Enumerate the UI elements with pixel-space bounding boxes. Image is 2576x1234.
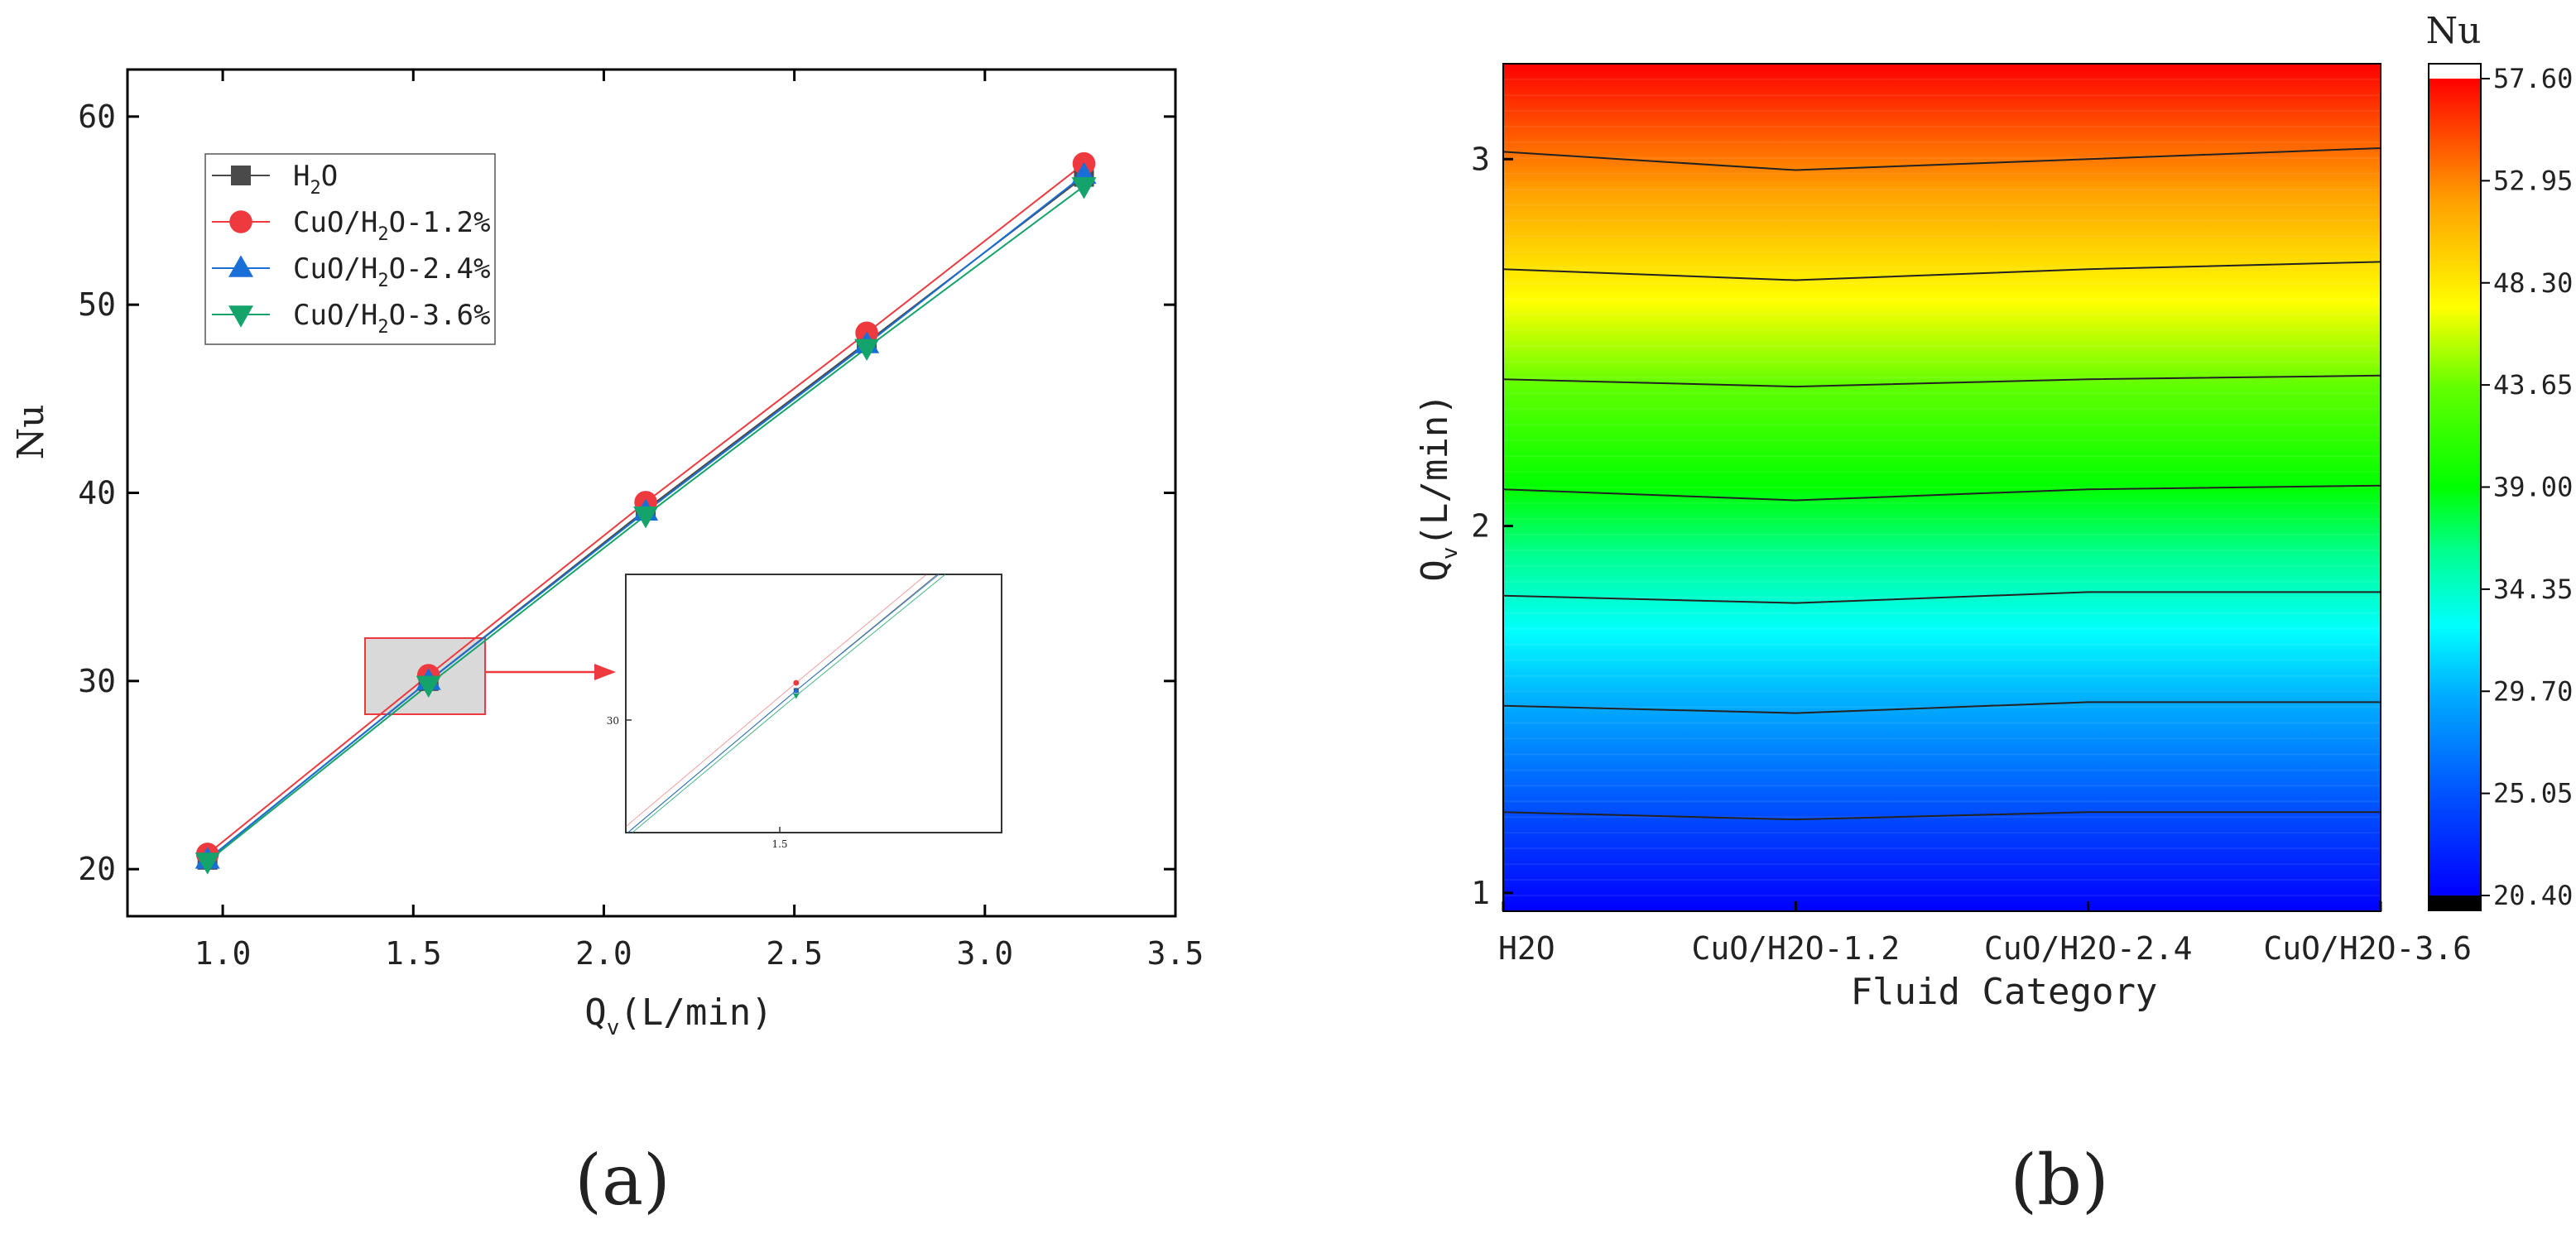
y-tick-label: 1 bbox=[1471, 875, 1490, 911]
data-point-triangle-down bbox=[416, 675, 441, 698]
colorbar-tick-label: 52.95 bbox=[2493, 165, 2573, 196]
colorbar-tick-label: 29.70 bbox=[2493, 675, 2573, 707]
panel-a-legend: H2O CuO/H2O-1.2% CuO/H2O-2.4% CuO/H2O-3.6% bbox=[204, 153, 496, 345]
colorbar-tick-label: 20.40 bbox=[2493, 880, 2573, 911]
inset-ytick-label: 30 bbox=[607, 715, 619, 727]
nu-colorbar: 57.60 52.95 48.30 43.65 39.00 34.35 29.70 25.05… bbox=[2426, 10, 2573, 911]
legend-entry: H2O bbox=[212, 160, 338, 199]
legend-label: CuO/H2O-1.2% bbox=[293, 206, 490, 245]
contour-line bbox=[1502, 591, 2381, 604]
y-tick-label: 20 bbox=[78, 851, 116, 887]
inset-series-line bbox=[626, 574, 928, 828]
zoom-arrow-head bbox=[594, 664, 616, 680]
contour-line bbox=[1502, 146, 2381, 171]
panel-b-x-axis-title: Fluid Category bbox=[1851, 971, 2158, 1013]
panel-b-plot-frame bbox=[1502, 63, 2381, 912]
x-tick-label: 1.5 bbox=[385, 935, 442, 972]
data-point-triangle-up bbox=[793, 687, 800, 694]
legend-frame bbox=[204, 153, 496, 345]
data-point-triangle-down bbox=[195, 852, 220, 875]
y-tick-label: 40 bbox=[78, 475, 116, 511]
panel-b-contour-chart: H2O CuO/H2O-1.2 CuO/H2O-2.4 CuO/H2O-3.6 1 2 3… bbox=[1414, 10, 2573, 1221]
x-tick-label: 3.5 bbox=[1147, 935, 1204, 972]
category-label: CuO/H2O-1.2 bbox=[1691, 930, 1900, 967]
colorbar-bottom-cap bbox=[2429, 895, 2481, 910]
data-point-triangle-down bbox=[854, 339, 880, 362]
data-point-triangle-down bbox=[793, 693, 800, 699]
y-tick-label: 50 bbox=[78, 286, 116, 323]
category-label: CuO/H2O-2.4 bbox=[1984, 930, 2193, 967]
contour-line bbox=[1502, 374, 2381, 388]
colorbar-tick-label: 57.60 bbox=[2493, 63, 2573, 94]
contour-line bbox=[1502, 811, 2381, 821]
category-label: CuO/H2O-3.6 bbox=[2263, 930, 2472, 967]
inset-series-line bbox=[632, 574, 946, 833]
data-point-triangle-down bbox=[1071, 177, 1097, 199]
colorbar-top-cap bbox=[2429, 64, 2481, 79]
colorbar-tick-label: 39.00 bbox=[2493, 472, 2573, 503]
data-point-square bbox=[231, 166, 251, 185]
inset-xtick-label: 1.5 bbox=[771, 838, 787, 850]
panel-a-label: (a) bbox=[574, 1140, 670, 1221]
colorbar-tick-label: 25.05 bbox=[2493, 778, 2573, 809]
colorbar-title: Nu bbox=[2426, 10, 2482, 52]
x-tick-label: 3.0 bbox=[956, 935, 1013, 972]
legend-label: H2O bbox=[293, 160, 338, 199]
legend-label: CuO/H2O-3.6% bbox=[293, 299, 490, 338]
legend-entry: CuO/H2O-3.6% bbox=[212, 299, 490, 338]
contour-line bbox=[1502, 261, 2381, 281]
data-point-circle bbox=[793, 679, 800, 686]
inset-frame bbox=[625, 574, 1002, 833]
panel-b-label: (b) bbox=[2010, 1140, 2108, 1221]
data-point-circle bbox=[229, 210, 252, 233]
legend-entry: CuO/H2O-1.2% bbox=[212, 206, 490, 245]
panel-b-contour-lines bbox=[1502, 146, 2381, 821]
colorbar-tick-label: 34.35 bbox=[2493, 574, 2573, 605]
panel-b-x-ticks: H2O CuO/H2O-1.2 CuO/H2O-2.4 CuO/H2O-3.6 bbox=[1498, 901, 2472, 967]
legend-label: CuO/H2O-2.4% bbox=[293, 252, 490, 291]
panel-a-series bbox=[195, 151, 1097, 875]
data-point-triangle-down bbox=[228, 305, 253, 328]
series-markers-CuO/H2O-3.6% bbox=[195, 177, 1097, 875]
colorbar-gradient bbox=[2429, 79, 2481, 895]
panel-b-y-axis-title: Qv(L/min) bbox=[1414, 393, 1463, 582]
x-tick-label: 2.0 bbox=[575, 935, 632, 972]
panel-a-x-ticks: 1.0 1.5 2.0 2.5 3.0 3.5 bbox=[195, 70, 1204, 972]
colorbar-tick-label: 43.65 bbox=[2493, 369, 2573, 401]
y-tick-label: 60 bbox=[78, 98, 116, 135]
panel-b-contour-bands bbox=[1503, 78, 2381, 897]
legend-entry: CuO/H2O-2.4% bbox=[212, 252, 490, 291]
y-tick-label: 30 bbox=[78, 663, 116, 699]
data-point-triangle-down bbox=[633, 506, 659, 529]
zoom-inset: 30 1.5 bbox=[607, 574, 1002, 850]
panel-a-y-ticks: 20 30 40 50 60 bbox=[78, 98, 1175, 887]
x-tick-label: 2.5 bbox=[766, 935, 823, 972]
inset-series-line bbox=[627, 574, 940, 833]
x-tick-label: 1.0 bbox=[195, 935, 252, 972]
category-label: H2O bbox=[1498, 930, 1555, 967]
y-tick-label: 2 bbox=[1471, 508, 1490, 545]
contour-line bbox=[1502, 484, 2381, 502]
contour-line bbox=[1502, 701, 2381, 714]
y-tick-label: 3 bbox=[1471, 141, 1490, 177]
colorbar-tick-label: 48.30 bbox=[2493, 267, 2573, 299]
panel-a-y-axis-title: Nu bbox=[10, 405, 52, 460]
panel-a-x-axis-title: Qv(L/min) bbox=[584, 992, 773, 1040]
panel-a-line-chart: 1.0 1.5 2.0 2.5 3.0 3.5 20 30 40 50 60 30 1.5 H2O… bbox=[10, 68, 1204, 1221]
panel-b-y-ticks: 1 2 3 bbox=[1471, 141, 1513, 911]
data-point-triangle-up bbox=[228, 255, 253, 277]
